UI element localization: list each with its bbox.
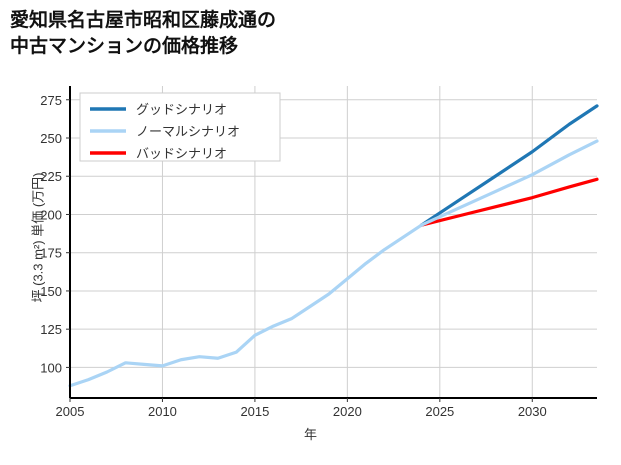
x-tick-label: 2015 — [240, 404, 269, 419]
x-tick-label: 2020 — [333, 404, 362, 419]
y-tick-label: 150 — [40, 284, 62, 299]
x-axis-label: 年 — [303, 427, 317, 442]
y-tick-label: 175 — [40, 246, 62, 261]
y-tick-label: 200 — [40, 207, 62, 222]
legend-label: ノーマルシナリオ — [136, 124, 240, 139]
chart-title: 愛知県名古屋市昭和区藤成通の 中古マンションの価格推移 — [10, 10, 277, 57]
y-axis-label: 坪 (3.3 m²) 単価 (万円) — [30, 172, 46, 303]
x-tick-label: 2025 — [425, 404, 454, 419]
legend-box — [79, 92, 281, 162]
series-line — [419, 177, 599, 227]
y-axis-ticks: 100 125 150 175 200 225 250 275 — [40, 93, 70, 375]
y-tick-label: 250 — [40, 131, 62, 146]
series-line — [419, 104, 599, 227]
y-tick-label: 275 — [40, 93, 62, 108]
legend-label: バッドシナリオ — [136, 146, 227, 161]
data-series-group — [68, 104, 599, 388]
y-tick-label: 100 — [40, 360, 62, 375]
x-tick-label: 2010 — [148, 404, 177, 419]
series-line — [68, 139, 599, 388]
x-tick-label: 2005 — [56, 404, 85, 419]
y-tick-label: 225 — [40, 169, 62, 184]
x-tick-label: 2030 — [518, 404, 547, 419]
y-tick-label: 125 — [40, 322, 62, 337]
legend-label: グッドシナリオ — [136, 102, 227, 117]
x-axis-ticks: 2005 2010 2015 2020 2025 2030 — [56, 398, 547, 419]
